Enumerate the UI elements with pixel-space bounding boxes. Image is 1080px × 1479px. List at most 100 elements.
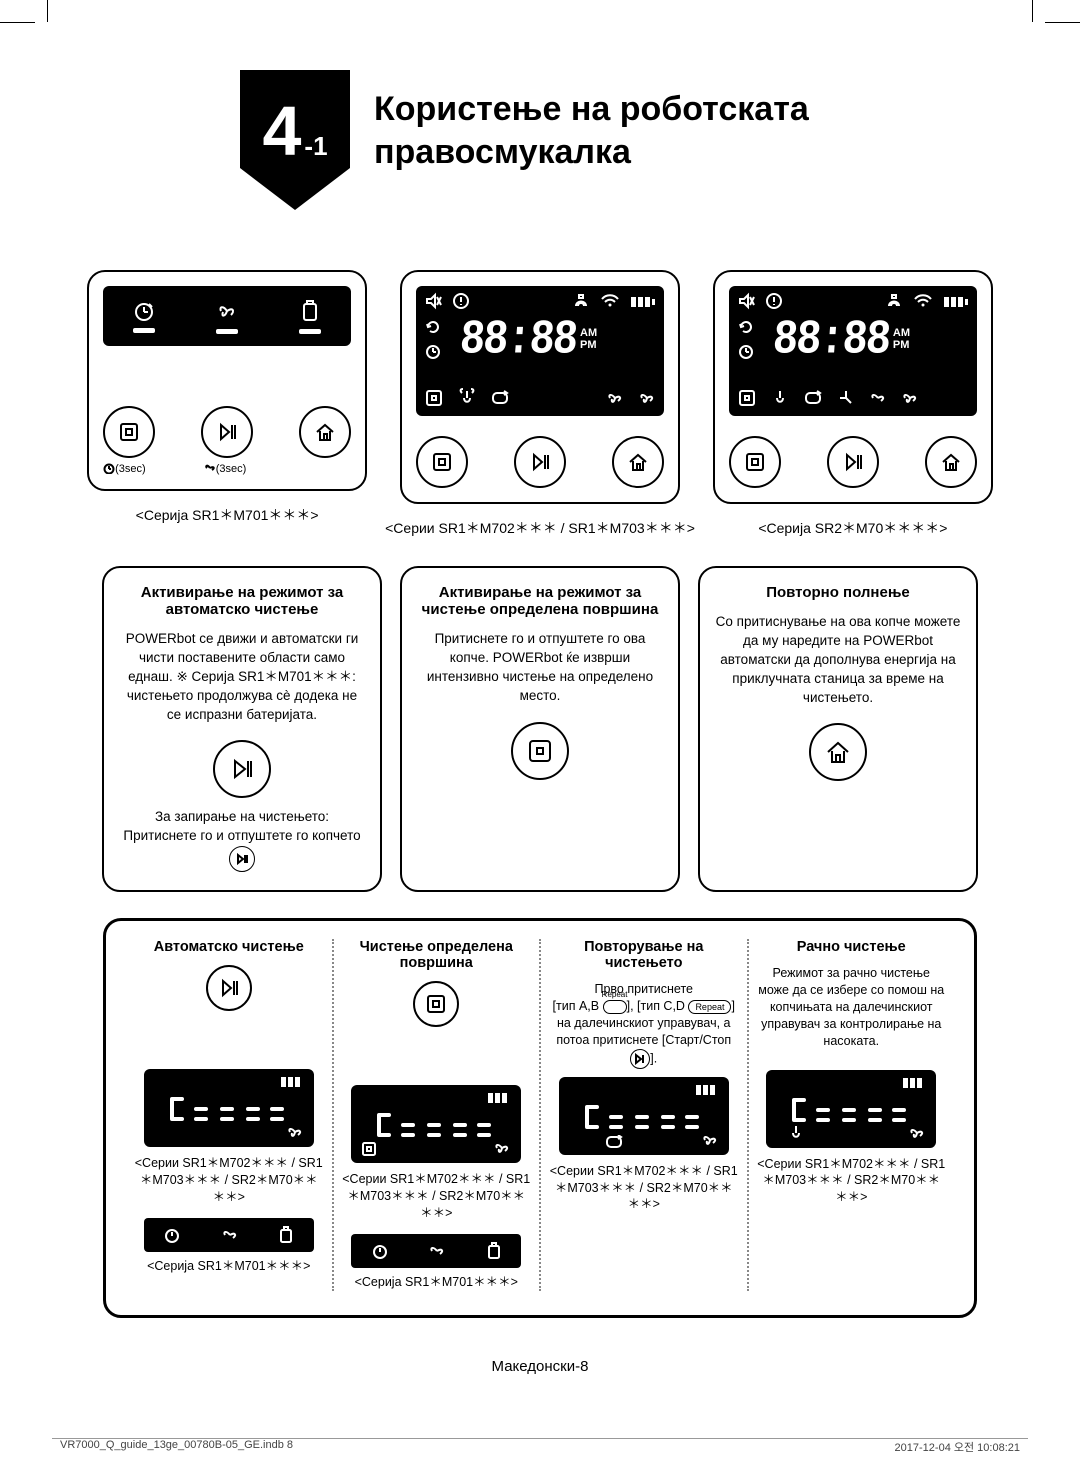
battery-icon bbox=[279, 1226, 293, 1244]
page-footer-lang: Македонски-8 bbox=[60, 1358, 1020, 1375]
touch-icon bbox=[788, 1124, 804, 1142]
spot-mode-icon bbox=[737, 388, 757, 408]
doc-timestamp: 2017-12-04 오전 10:08:21 bbox=[895, 1439, 1020, 1455]
mini-display bbox=[351, 1085, 521, 1163]
home-button[interactable] bbox=[299, 406, 351, 458]
threesec-label: (3sec) bbox=[103, 462, 146, 475]
play-pause-button[interactable] bbox=[201, 406, 253, 458]
info-auto-clean: Активирање на режимот заавтоматско чисте… bbox=[102, 566, 382, 892]
threesec-label: (3sec) bbox=[204, 462, 247, 475]
battery-bars-icon bbox=[630, 293, 656, 309]
info-boxes-row: Активирање на режимот заавтоматско чисте… bbox=[60, 566, 1020, 892]
print-footer: VR7000_Q_guide_13ge_00780B-05_GE.indb 8 … bbox=[60, 1439, 1020, 1455]
fan-high-icon bbox=[901, 389, 919, 407]
spot-button-large[interactable] bbox=[511, 722, 569, 780]
spot-button[interactable] bbox=[729, 436, 781, 488]
alert-icon bbox=[765, 292, 783, 310]
chapter-sub: -1 bbox=[304, 131, 327, 162]
manual-icon bbox=[837, 389, 855, 407]
mute-icon bbox=[424, 292, 442, 310]
touch-icon bbox=[771, 388, 789, 408]
fan-low-icon bbox=[606, 389, 624, 407]
spot-button[interactable] bbox=[416, 436, 468, 488]
fan-icon bbox=[493, 1139, 511, 1157]
timer-small-icon bbox=[737, 342, 755, 360]
repeat-pill-cd: Repeat bbox=[688, 1000, 731, 1014]
play-pause-button-large[interactable] bbox=[213, 740, 271, 798]
repeat-mode-icon bbox=[803, 389, 823, 407]
smart-icon bbox=[572, 292, 590, 310]
repeat-small-icon bbox=[424, 318, 442, 336]
battery-bars-icon bbox=[943, 293, 969, 309]
spot-button[interactable] bbox=[413, 981, 459, 1027]
slim-display bbox=[144, 1218, 314, 1252]
wifi-icon bbox=[913, 292, 933, 310]
play-pause-button[interactable] bbox=[514, 436, 566, 488]
segment-dashes-icon bbox=[790, 1096, 910, 1126]
timer-icon bbox=[164, 1227, 180, 1243]
display-advanced: 88:88 AMPM bbox=[729, 286, 977, 416]
fan-icon bbox=[215, 299, 239, 323]
cleaning-modes-panel: Автоматско чистење <Серии SR1＊M702＊＊＊ / … bbox=[103, 918, 977, 1318]
battery-bars-icon bbox=[695, 1083, 721, 1097]
panel-caption: <Серија SR1＊M701＊＊＊> bbox=[136, 505, 319, 525]
segment-dashes-icon bbox=[583, 1103, 703, 1133]
chapter-number: 4 bbox=[262, 96, 301, 166]
repeat-small-icon bbox=[737, 318, 755, 336]
smart-icon bbox=[885, 292, 903, 310]
home-button[interactable] bbox=[612, 436, 664, 488]
panel-caption: <Серии SR1＊M702＊＊＊ / SR1＊M703＊＊＊> bbox=[385, 518, 695, 538]
panel-caption: <Серија SR2＊M70＊＊＊＊> bbox=[758, 518, 947, 538]
segment-dashes-icon bbox=[375, 1111, 495, 1141]
home-button-large[interactable] bbox=[809, 723, 867, 781]
play-pause-button[interactable] bbox=[827, 436, 879, 488]
spot-button[interactable] bbox=[103, 406, 155, 458]
fan-icon bbox=[222, 1227, 238, 1243]
mode-manual: Рачно чистење Режимот за рачно чистење м… bbox=[747, 939, 955, 1291]
battery-bars-icon bbox=[280, 1075, 306, 1089]
fan-high-icon bbox=[638, 389, 656, 407]
fan-low-icon bbox=[869, 389, 887, 407]
clock-digits: 88:88 bbox=[771, 312, 891, 367]
alert-icon bbox=[452, 292, 470, 310]
display-simple bbox=[103, 286, 351, 346]
battery-icon bbox=[301, 299, 319, 323]
repeat-instructions: Прво притиснете [тип A,B ], [тип C,D Rep… bbox=[549, 981, 739, 1069]
fan-icon bbox=[429, 1243, 445, 1259]
play-pause-icon-small bbox=[229, 846, 255, 872]
touch-icon bbox=[458, 388, 476, 408]
repeat-mode-icon bbox=[490, 389, 510, 407]
info-spot-clean: Активирање на режимот зачистење определе… bbox=[400, 566, 680, 892]
mini-display bbox=[144, 1069, 314, 1147]
segment-dashes-icon bbox=[168, 1095, 288, 1125]
play-pause-icon-small bbox=[630, 1049, 650, 1069]
panel-sr1-m702-703: 88:88 AMPM <Серии SR1＊M702＊＊＊ / SR1＊M703 bbox=[385, 270, 695, 538]
mini-display bbox=[766, 1070, 936, 1148]
timer-small-icon bbox=[424, 342, 442, 360]
panel-sr1-m701: (3sec) (3sec) <Серија SR1＊M701＊＊＊> bbox=[87, 270, 367, 538]
mode-repeat: Повторување на чистењето Прво притиснете… bbox=[539, 939, 747, 1291]
chapter-title: Користење на роботската правосмукалка bbox=[374, 88, 809, 173]
panel-sr2-m70: 88:88 AMPM <Серија SR2＊M70＊＊＊＊> bbox=[713, 270, 993, 538]
device-panels-row: (3sec) (3sec) <Серија SR1＊M701＊＊＊> bbox=[60, 270, 1020, 538]
wifi-icon bbox=[600, 292, 620, 310]
slim-display bbox=[351, 1234, 521, 1268]
battery-bars-icon bbox=[902, 1076, 928, 1090]
fan-icon bbox=[701, 1131, 719, 1149]
play-pause-button[interactable] bbox=[206, 965, 252, 1011]
fan-icon bbox=[908, 1124, 926, 1142]
mini-display bbox=[559, 1077, 729, 1155]
fan-icon bbox=[286, 1123, 304, 1141]
battery-icon bbox=[487, 1242, 501, 1260]
display-advanced: 88:88 AMPM bbox=[416, 286, 664, 416]
clock-digits: 88:88 bbox=[458, 312, 578, 367]
spot-mode-icon bbox=[424, 388, 444, 408]
mute-icon bbox=[737, 292, 755, 310]
spot-mode-icon bbox=[361, 1141, 377, 1157]
repeat-mode-icon bbox=[605, 1135, 623, 1149]
home-button[interactable] bbox=[925, 436, 977, 488]
mode-auto: Автоматско чистење <Серии SR1＊M702＊＊＊ / … bbox=[126, 939, 332, 1291]
timer-icon bbox=[372, 1243, 388, 1259]
battery-bars-icon bbox=[487, 1091, 513, 1105]
mode-spot: Чистење определена површина <Серии SR1＊M… bbox=[332, 939, 540, 1291]
